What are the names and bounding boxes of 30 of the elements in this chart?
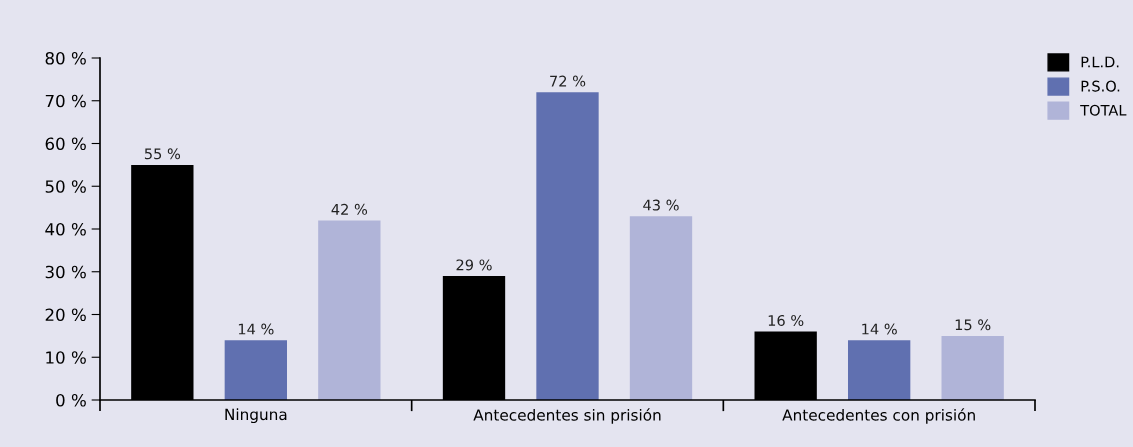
x-tick-label: Antecedentes sin prisión (473, 408, 661, 424)
bar (629, 216, 693, 400)
data-label: 42 % (331, 203, 368, 215)
x-tick-label: Ninguna (225, 408, 287, 424)
y-tick-label: 60 % (45, 137, 86, 151)
data-label: 43 % (643, 199, 679, 211)
legend-label: P.S.O. (1081, 80, 1120, 92)
y-tick-label: 0 % (56, 393, 86, 407)
y-tick-label: 70 % (45, 94, 86, 108)
data-label: 72 % (550, 75, 586, 87)
data-label: 55 % (144, 148, 181, 160)
bar (941, 335, 1004, 400)
y-tick-label: 20 % (45, 308, 86, 322)
data-label: 14 % (862, 323, 897, 335)
y-tick-label: 40 % (45, 222, 86, 236)
bar (224, 340, 287, 400)
bar (536, 92, 599, 400)
y-tick-label: 50 % (45, 180, 86, 193)
y-tick-label: 10 % (46, 351, 86, 364)
data-label: 16 % (768, 314, 804, 326)
legend-label: P.L.D. (1081, 56, 1119, 68)
bar (318, 220, 381, 400)
y-tick-label: 80 % (45, 51, 86, 65)
data-label: 15 % (955, 319, 991, 331)
y-tick-label: 30 % (45, 265, 86, 279)
legend-label: TOTAL (1080, 104, 1127, 116)
bar (848, 340, 911, 400)
data-label: 29 % (456, 259, 492, 271)
x-tick-label: Antecedentes con prisión (782, 408, 975, 424)
data-label: 14 % (238, 323, 274, 335)
